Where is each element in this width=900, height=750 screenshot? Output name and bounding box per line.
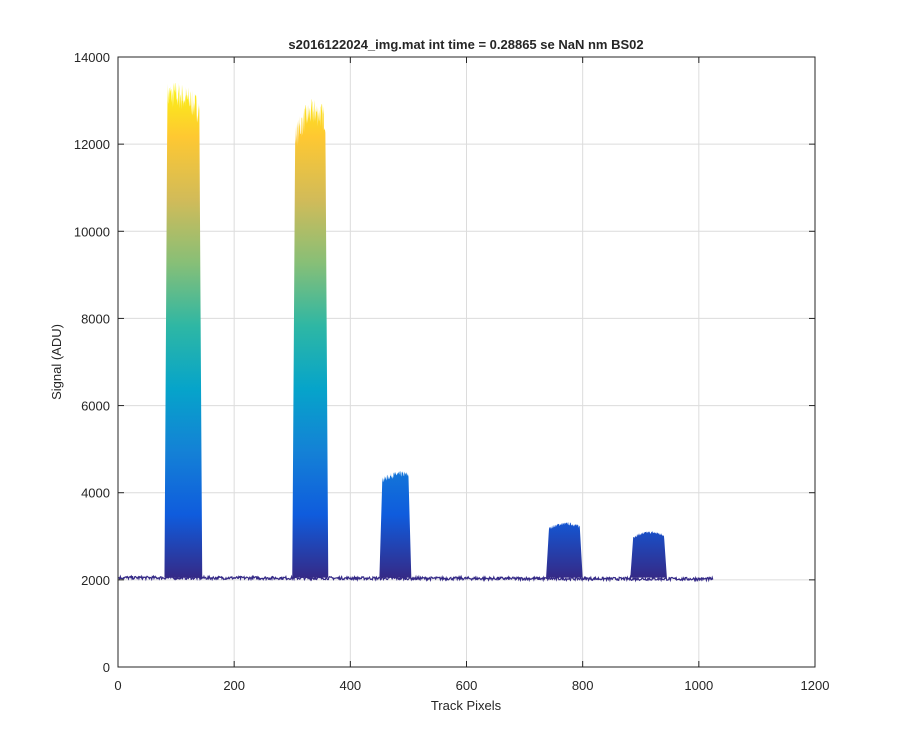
y-tick-label: 14000 bbox=[74, 50, 110, 65]
signal-peak bbox=[164, 82, 203, 578]
x-tick-label: 1000 bbox=[684, 678, 713, 693]
signal-peak bbox=[546, 522, 583, 578]
y-axis-title: Signal (ADU) bbox=[49, 324, 64, 400]
x-tick-label: 600 bbox=[456, 678, 478, 693]
signal-peak bbox=[630, 531, 667, 578]
y-tick-label: 4000 bbox=[81, 486, 110, 501]
x-tick-label: 0 bbox=[114, 678, 121, 693]
data-series bbox=[117, 82, 714, 583]
signal-peak bbox=[292, 99, 329, 578]
y-tick-label: 12000 bbox=[74, 137, 110, 152]
y-tick-label: 2000 bbox=[81, 573, 110, 588]
y-tick-label: 10000 bbox=[74, 224, 110, 239]
baseline-trace bbox=[117, 574, 714, 583]
grid-lines bbox=[118, 57, 815, 667]
chart-title: s2016122024_img.mat int time = 0.28865 s… bbox=[288, 37, 643, 52]
x-tick-label: 200 bbox=[223, 678, 245, 693]
y-tick-label: 8000 bbox=[81, 311, 110, 326]
y-tick-label: 6000 bbox=[81, 399, 110, 414]
x-tick-label: 800 bbox=[572, 678, 594, 693]
y-tick-label: 0 bbox=[103, 660, 110, 675]
signal-peak bbox=[379, 471, 412, 578]
x-axis-title: Track Pixels bbox=[431, 698, 502, 713]
axis-ticks: 0 200 400 600 800 1000 12000200040006000800010… bbox=[74, 50, 830, 693]
x-tick-label: 400 bbox=[339, 678, 361, 693]
x-tick-label: 1200 bbox=[801, 678, 830, 693]
